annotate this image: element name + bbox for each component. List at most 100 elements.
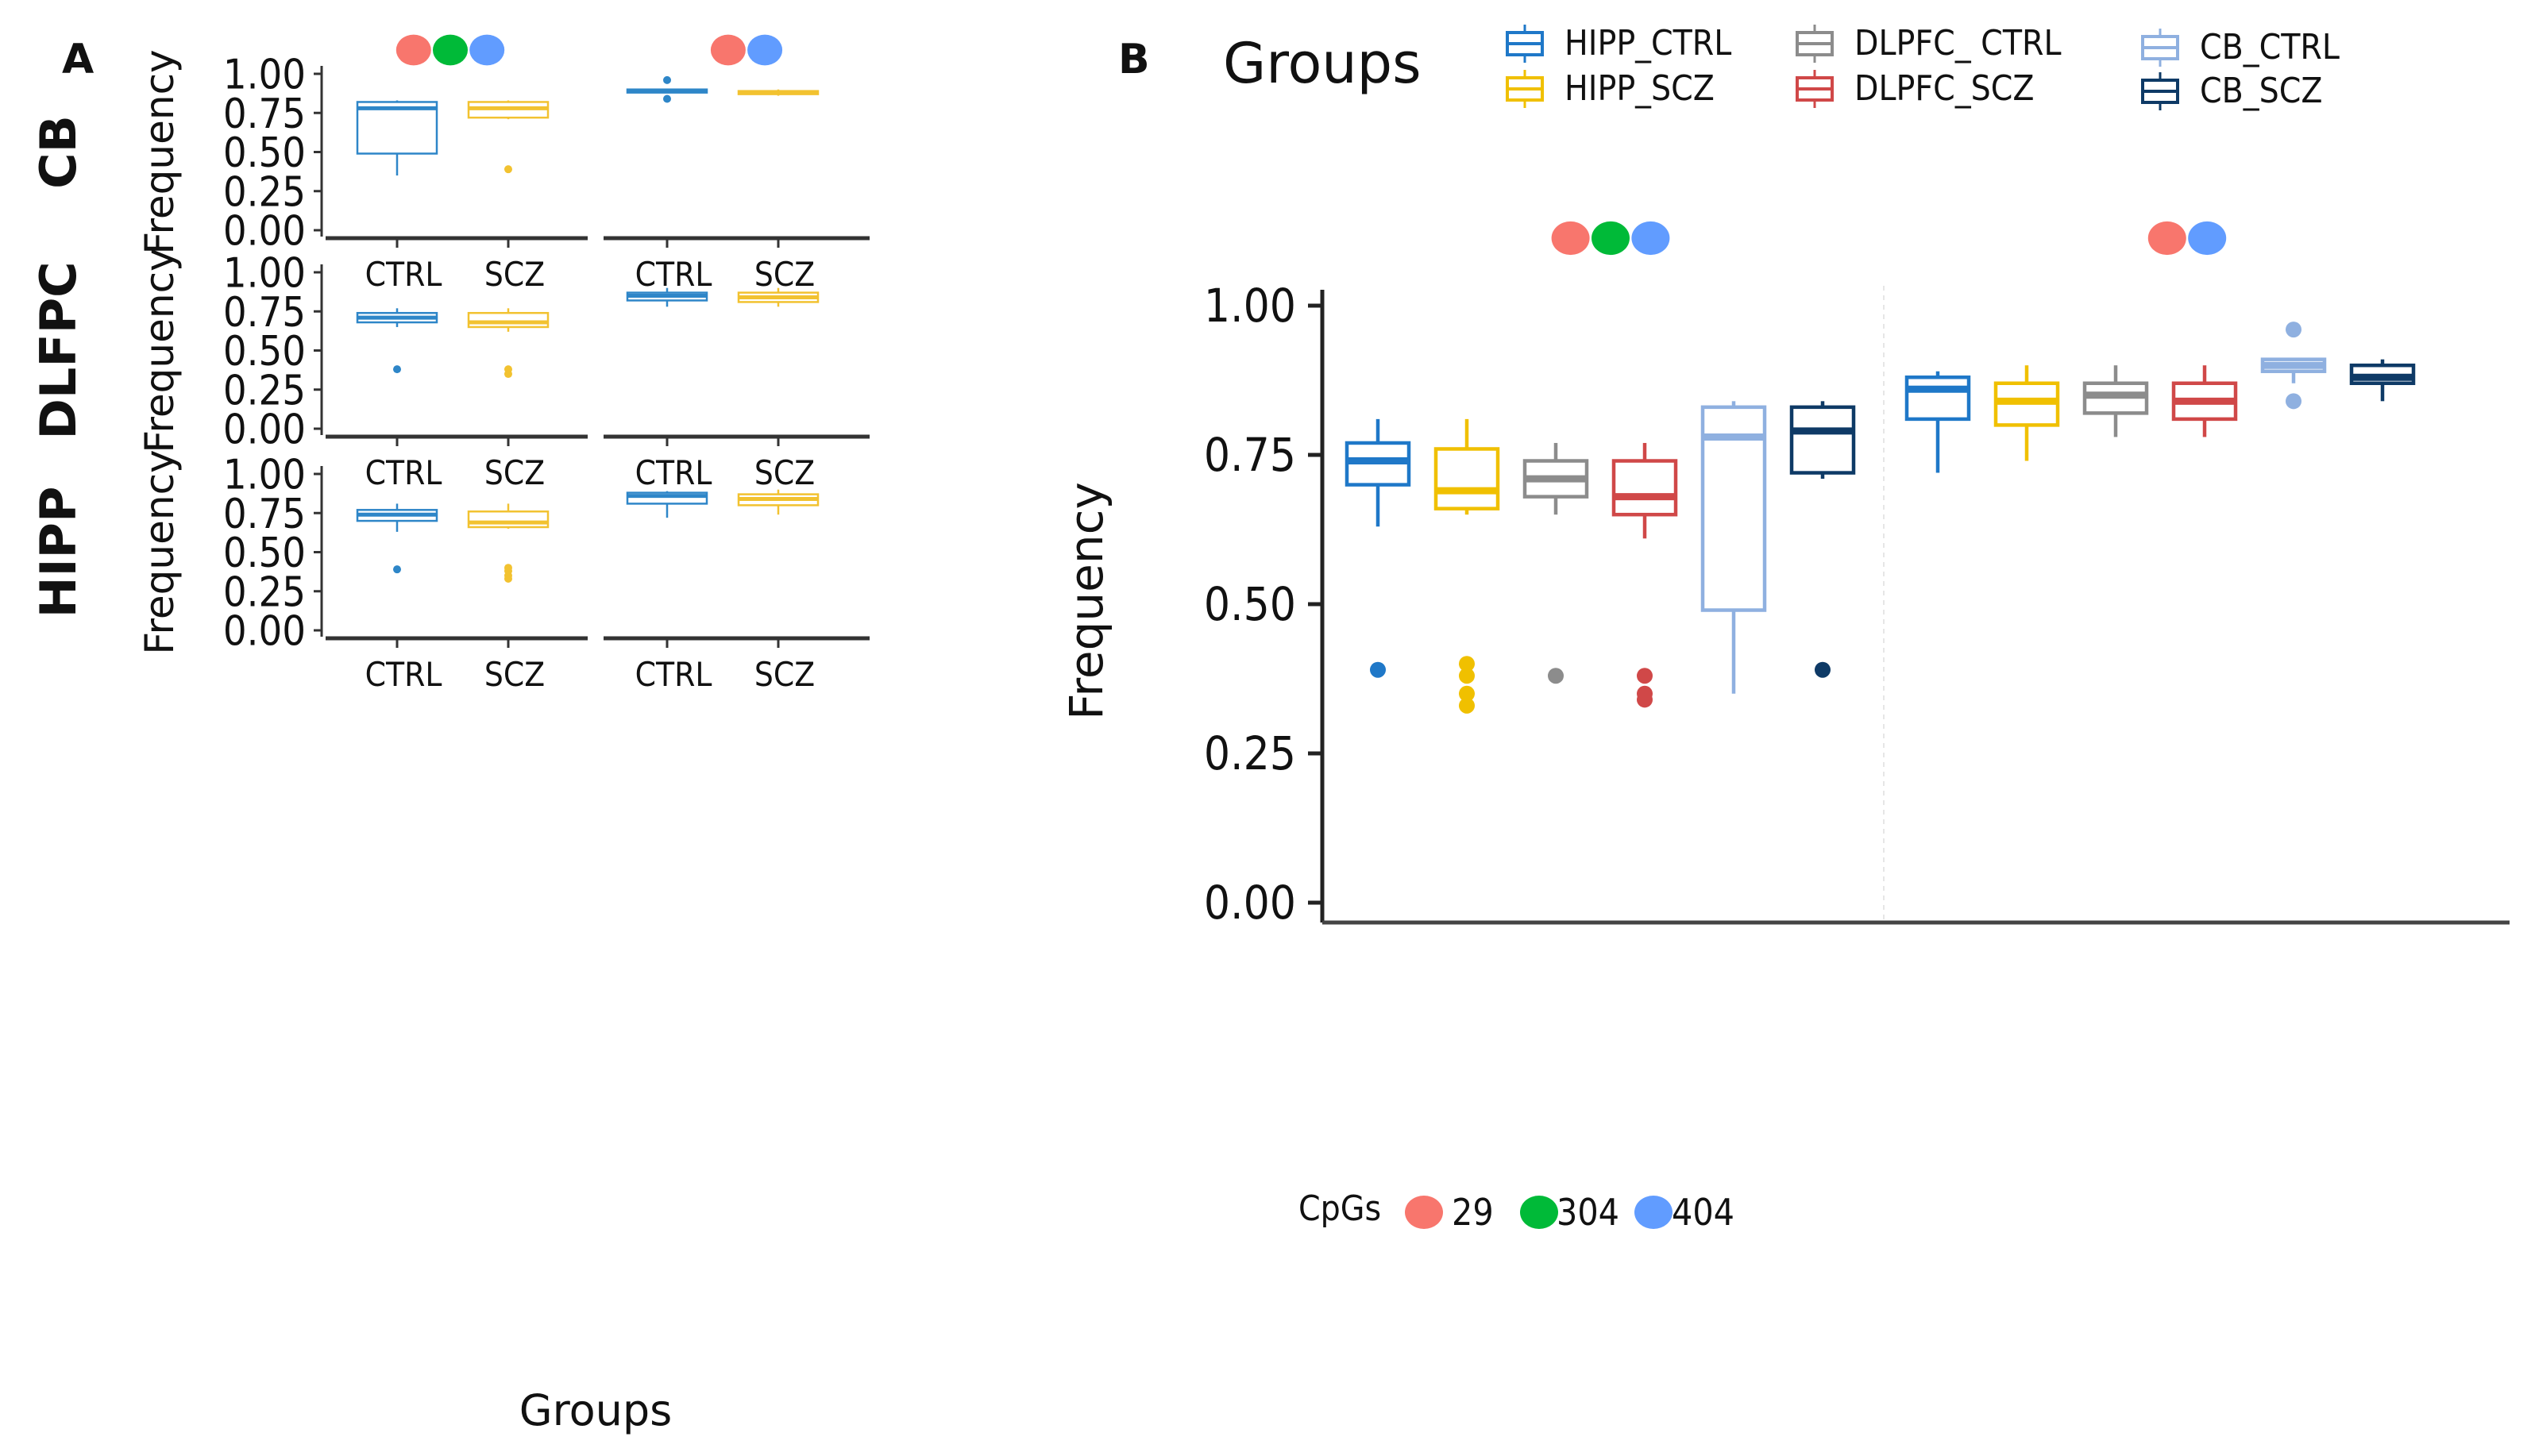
outlier-point (504, 165, 512, 174)
facet-1 (1345, 401, 1856, 714)
cpg-dot-29 (2147, 221, 2186, 256)
box-cb-ctrl (2260, 322, 2327, 410)
x-tick-label: CTRL (365, 255, 442, 294)
box-iqr (467, 311, 550, 329)
row-hipp: HIPP Frequency 0.000.250.500.751.00 CTRL SCZ… (29, 449, 870, 694)
legend-title: Groups (1223, 31, 1422, 96)
box-cb-ctrl (626, 75, 708, 103)
legend-label: HIPP_SCZ (1565, 68, 1715, 109)
box-cb-scz (2349, 359, 2416, 402)
x-tick-label: SCZ (754, 255, 815, 294)
outlier-point (504, 370, 512, 379)
cpg-legend-label: 29 (1452, 1191, 1494, 1234)
box-hipp-scz (1433, 418, 1500, 714)
y-axis-title: Frequency (137, 449, 183, 654)
legend-label: DLPFC_ CTRL (1854, 23, 2062, 64)
row-cb: CB Frequency 0.000.250.500.751.00 CTRL SCZ CT… (29, 49, 870, 294)
box-hipp-scz (1993, 365, 2060, 461)
y-tick-label: 0.75 (1204, 428, 1296, 482)
box-dlfpc-scz (737, 287, 820, 307)
legend-item-hipp-scz: HIPP_SCZ (1506, 68, 1715, 109)
x-tick-label: CTRL (635, 255, 712, 294)
x-tick-label: SCZ (754, 453, 815, 492)
cpg-dot-29 (710, 34, 746, 66)
cpg-legend-label: 404 (1672, 1191, 1734, 1234)
y-axis-title: Frequency (1059, 482, 1113, 720)
cpg-legend-dot-29 (1405, 1196, 1443, 1229)
box-cb-ctrl (356, 100, 438, 176)
box-cb-ctrl (1700, 401, 1767, 694)
legend-item-dlpfc-ctrl: DLPFC_ CTRL (1796, 23, 2062, 64)
x-tick-label: SCZ (484, 655, 545, 694)
y-tick-label: 1.00 (223, 452, 306, 499)
box-dlpfc-scz (2171, 365, 2238, 437)
cpg-dot-29 (395, 34, 431, 66)
y-tick-label: 0.50 (223, 129, 306, 177)
cpg-dot-29 (1551, 221, 1590, 256)
box-cb-scz (1789, 401, 1856, 678)
x-tick-label: SCZ (484, 453, 545, 492)
y-tick-label: 0.50 (223, 328, 306, 376)
y-tick-label: 1.00 (223, 250, 306, 298)
y-axis-title: Frequency (137, 49, 183, 254)
box-dlfpc-ctrl (356, 308, 438, 374)
y-tick-label: 0.25 (223, 568, 306, 616)
box-hipp-scz (467, 503, 550, 583)
x-tick-label: CTRL (365, 655, 442, 694)
box-iqr (1789, 405, 1856, 475)
box-hipp-ctrl (626, 491, 708, 518)
legend-label: DLPFC_SCZ (1854, 68, 2035, 109)
y-tick-label: 0.75 (223, 289, 306, 337)
box-dlpfc-ctrl (2082, 365, 2149, 437)
box-cb-scz (467, 100, 550, 174)
box-iqr (356, 101, 438, 155)
x-axis-title: Groups (519, 1385, 673, 1435)
cpg-legend: CpGs 29 304 404 (1298, 1188, 1734, 1234)
outlier-point (663, 94, 671, 103)
box-iqr (1904, 375, 1971, 422)
y-axis-title: Frequency (137, 248, 183, 453)
row-label: DLFPC (29, 261, 87, 439)
y-tick-label: 0.50 (223, 530, 306, 577)
y-tick-label: 0.25 (223, 168, 306, 216)
y-tick-label: 0.00 (223, 608, 306, 656)
cpg-legend-title: CpGs (1298, 1188, 1381, 1229)
cpg-legend-dot-304 (1520, 1196, 1558, 1229)
outlier-point (1459, 685, 1475, 702)
box-hipp-ctrl (356, 503, 438, 574)
box-hipp-ctrl (1345, 418, 1411, 678)
y-tick-label: 0.00 (1204, 876, 1296, 930)
legend-label: HIPP_CTRL (1565, 23, 1731, 64)
box-dlpfc-ctrl (1522, 442, 1589, 684)
x-tick-label: SCZ (484, 255, 545, 294)
y-tick-label: 0.00 (223, 406, 306, 454)
cpg-dot-304 (1592, 221, 1630, 256)
y-tick-label: 0.75 (223, 91, 306, 138)
box-iqr (1433, 447, 1500, 510)
outlier-point (2286, 322, 2301, 338)
y-tick-label: 0.75 (223, 491, 306, 538)
outlier-point (1815, 661, 1831, 678)
x-tick-label: CTRL (635, 655, 712, 694)
legend-item-hipp-ctrl: HIPP_CTRL (1506, 23, 1731, 64)
cpg-legend-dot-404 (1634, 1196, 1673, 1229)
box-dlpfc-scz (1611, 442, 1678, 708)
outlier-point (1637, 691, 1653, 708)
outlier-point (393, 565, 401, 574)
panel-b-label: B (1118, 36, 1150, 83)
x-tick-label: CTRL (635, 453, 712, 492)
box-dlfpc-scz (467, 308, 550, 379)
y-tick-label: 1.00 (223, 52, 306, 99)
legend-item-dlpfc-scz: DLPFC_SCZ (1796, 68, 2035, 109)
cpg-dot-404 (1631, 221, 1670, 256)
outlier-point (504, 574, 512, 583)
outlier-point (1370, 661, 1386, 678)
box-iqr (467, 510, 550, 529)
facet-2 (1904, 322, 2416, 473)
cpg-dot-404 (469, 34, 505, 66)
y-tick-label: 1.00 (1204, 279, 1296, 333)
legend-label: CB_SCZ (2200, 71, 2323, 111)
